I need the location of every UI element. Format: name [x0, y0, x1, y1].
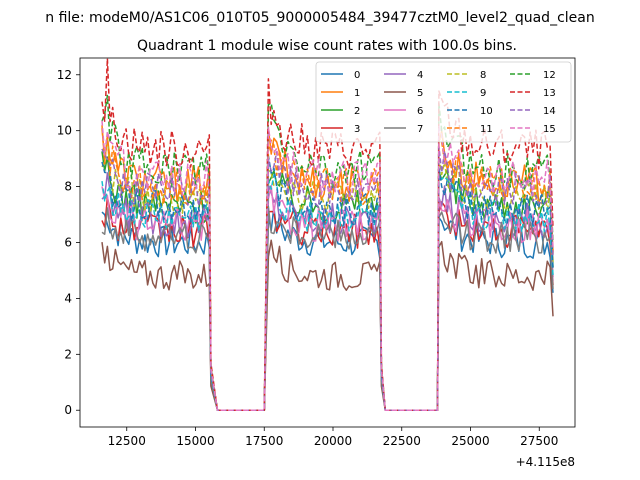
x-tick-label: 20000 — [314, 434, 352, 448]
x-tick-label: 15000 — [176, 434, 214, 448]
legend-label-4: 4 — [417, 70, 423, 81]
x-axis: 12500 15000 17500 20000 22500 25000 27500 — [108, 427, 558, 448]
y-tick-label: 2 — [64, 347, 72, 361]
legend-label-7: 7 — [417, 124, 423, 135]
legend-label-6: 6 — [417, 106, 423, 117]
legend-label-11: 11 — [480, 124, 493, 135]
series-line-13 — [101, 57, 554, 411]
legend-label-13: 13 — [543, 88, 556, 99]
x-tick-label: 12500 — [108, 434, 146, 448]
chart-title: Quadrant 1 module wise count rates with … — [137, 38, 517, 54]
legend-label-12: 12 — [543, 70, 556, 81]
legend-label-1: 1 — [354, 88, 360, 99]
series-line-11 — [101, 125, 554, 411]
x-tick-label: 25000 — [451, 434, 489, 448]
x-tick-label: 22500 — [383, 434, 421, 448]
x-tick-label: 17500 — [245, 434, 283, 448]
x-axis-offset-label: +4.115e8 — [516, 455, 575, 469]
y-tick-label: 0 — [64, 403, 72, 417]
series-line-12 — [101, 94, 554, 411]
legend-label-10: 10 — [480, 106, 493, 117]
series-line-15 — [101, 120, 554, 411]
legend-label-9: 9 — [480, 88, 486, 99]
legend-frame — [315, 61, 572, 143]
series-line-8 — [101, 137, 554, 411]
series-line-7 — [101, 205, 554, 411]
series-line-5 — [101, 239, 554, 411]
series-line-14 — [101, 145, 554, 411]
series-lines — [101, 57, 554, 411]
legend-label-8: 8 — [480, 70, 486, 81]
legend-label-3: 3 — [354, 124, 360, 135]
legend-label-15: 15 — [543, 124, 556, 135]
x-tick-label: 27500 — [520, 434, 558, 448]
y-tick-label: 10 — [57, 124, 72, 138]
y-axis: 0 2 4 6 8 10 12 — [57, 68, 80, 417]
legend-label-5: 5 — [417, 88, 423, 99]
figure-suptitle: n file: modeM0/AS1C06_010T05_9000005484_… — [45, 10, 594, 26]
y-tick-label: 6 — [64, 236, 72, 250]
legend-label-0: 0 — [354, 70, 360, 81]
series-line-0 — [101, 206, 554, 411]
series-line-10 — [101, 155, 554, 411]
legend-label-2: 2 — [354, 106, 360, 117]
y-tick-label: 8 — [64, 180, 72, 194]
legend-label-14: 14 — [543, 106, 556, 117]
y-tick-label: 4 — [64, 291, 72, 305]
y-tick-label: 12 — [57, 68, 72, 82]
